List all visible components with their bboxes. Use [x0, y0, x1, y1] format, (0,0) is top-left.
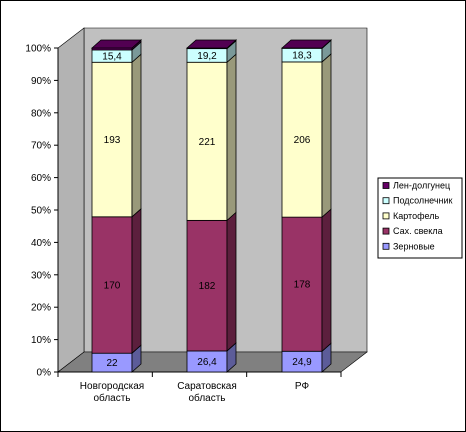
data-label: 15,4 — [102, 52, 122, 63]
bar-top — [185, 39, 238, 49]
bar-segment-side — [226, 53, 237, 222]
bar-segment-side — [321, 53, 332, 219]
legend-swatch — [382, 212, 390, 220]
category-label: Новгородская — [80, 381, 144, 392]
bar-segment-side — [131, 207, 142, 355]
legend-label: Лен-долгунец — [393, 181, 450, 191]
legend-label: Подсолнечник — [393, 196, 453, 206]
y-tick-label: 80% — [31, 108, 51, 119]
y-tick-label: 90% — [31, 76, 51, 87]
y-tick-label: 30% — [31, 270, 51, 281]
data-label: 193 — [104, 135, 121, 146]
y-tick-label: 0% — [37, 368, 52, 379]
bar-top — [280, 39, 333, 49]
data-label: 24,9 — [292, 357, 312, 368]
data-label: 26,4 — [197, 357, 217, 368]
data-label: 18,3 — [292, 51, 312, 62]
data-label: 182 — [199, 281, 216, 292]
data-label: 170 — [104, 281, 121, 292]
category-label: область — [188, 392, 225, 404]
bar-segment-side — [226, 211, 237, 352]
data-label: 178 — [294, 280, 311, 291]
legend-swatch — [382, 227, 390, 235]
y-tick-label: 40% — [31, 238, 51, 249]
data-label: 206 — [294, 135, 311, 146]
legend-box — [377, 177, 463, 259]
y-tick-label: 100% — [25, 44, 51, 55]
side-wall — [57, 27, 85, 373]
bars — [90, 39, 333, 373]
bar-segment — [186, 219, 228, 352]
y-tick-label: 10% — [31, 335, 51, 346]
data-label: 221 — [199, 137, 216, 148]
category-label: Саратовская — [177, 381, 237, 392]
category-label: область — [93, 392, 130, 404]
y-tick-label: 60% — [31, 173, 51, 184]
bar-top — [90, 39, 143, 49]
legend-swatch — [382, 182, 390, 189]
legend-label: Картофель — [393, 211, 439, 221]
legend: Лен-долгунец Подсолнечник Картофель Сах. св… — [377, 177, 463, 259]
y-tick-label: 50% — [31, 206, 51, 217]
legend-label: Сах. свекла — [393, 226, 443, 236]
bar-segment — [281, 61, 323, 218]
legend-label: Зерновые — [393, 241, 435, 251]
y-tick-label: 20% — [31, 303, 51, 314]
category-label: РФ — [295, 381, 310, 392]
bar-segment-side — [321, 208, 332, 353]
y-tick-label: 70% — [31, 141, 51, 152]
bar-segment — [186, 61, 228, 221]
legend-swatch — [382, 197, 390, 205]
data-label: 22 — [106, 358, 118, 369]
data-labels: 22 170 193 15,4 26,4 182 221 19,2 24,9 178 206 18,3 — [102, 51, 312, 369]
bar-segment-side — [131, 53, 142, 218]
data-label: 19,2 — [197, 51, 217, 62]
bar-segment — [91, 61, 133, 218]
legend-swatch — [382, 242, 390, 250]
